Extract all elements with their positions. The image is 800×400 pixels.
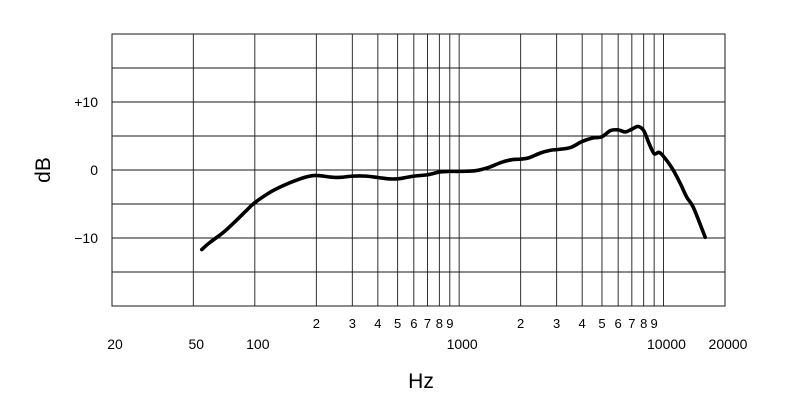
x-minor-tick-label: 3: [349, 316, 356, 331]
x-major-tick-label: 10000: [647, 336, 686, 352]
x-minor-tick-label: 9: [446, 316, 453, 331]
x-minor-tick-label: 3: [553, 316, 560, 331]
x-minor-tick-label: 5: [394, 316, 401, 331]
x-minor-tick-label: 7: [424, 316, 431, 331]
x-minor-tick-label: 2: [313, 316, 320, 331]
x-minor-tick-label: 8: [640, 316, 647, 331]
x-minor-tick-label: 6: [410, 316, 417, 331]
plot-frame: [111, 33, 726, 307]
x-major-tick-label: 50: [189, 336, 205, 352]
x-axis-title: Hz: [408, 370, 434, 393]
x-minor-tick-label: 5: [598, 316, 605, 331]
grid: [111, 33, 726, 307]
x-major-tick-label: 100: [246, 336, 270, 352]
y-tick-label: +10: [74, 94, 98, 110]
x-major-tick-label: 20000: [709, 336, 748, 352]
x-minor-tick-label: 7: [628, 316, 635, 331]
x-minor-tick-label: 2: [517, 316, 524, 331]
x-minor-tick-label: 8: [436, 316, 443, 331]
x-minor-tick-label: 4: [579, 316, 586, 331]
y-tick-label: −10: [74, 230, 98, 246]
y-tick-label: 0: [90, 162, 98, 178]
y-axis-title: dB: [32, 157, 55, 183]
x-minor-tick-label: 6: [615, 316, 622, 331]
x-minor-tick-label: 9: [651, 316, 658, 331]
x-minor-tick-label: 4: [374, 316, 381, 331]
x-major-tick-label: 1000: [447, 336, 478, 352]
series-line: [199, 124, 707, 252]
series-layer: [199, 124, 707, 252]
x-major-tick-label: 20: [107, 336, 123, 352]
